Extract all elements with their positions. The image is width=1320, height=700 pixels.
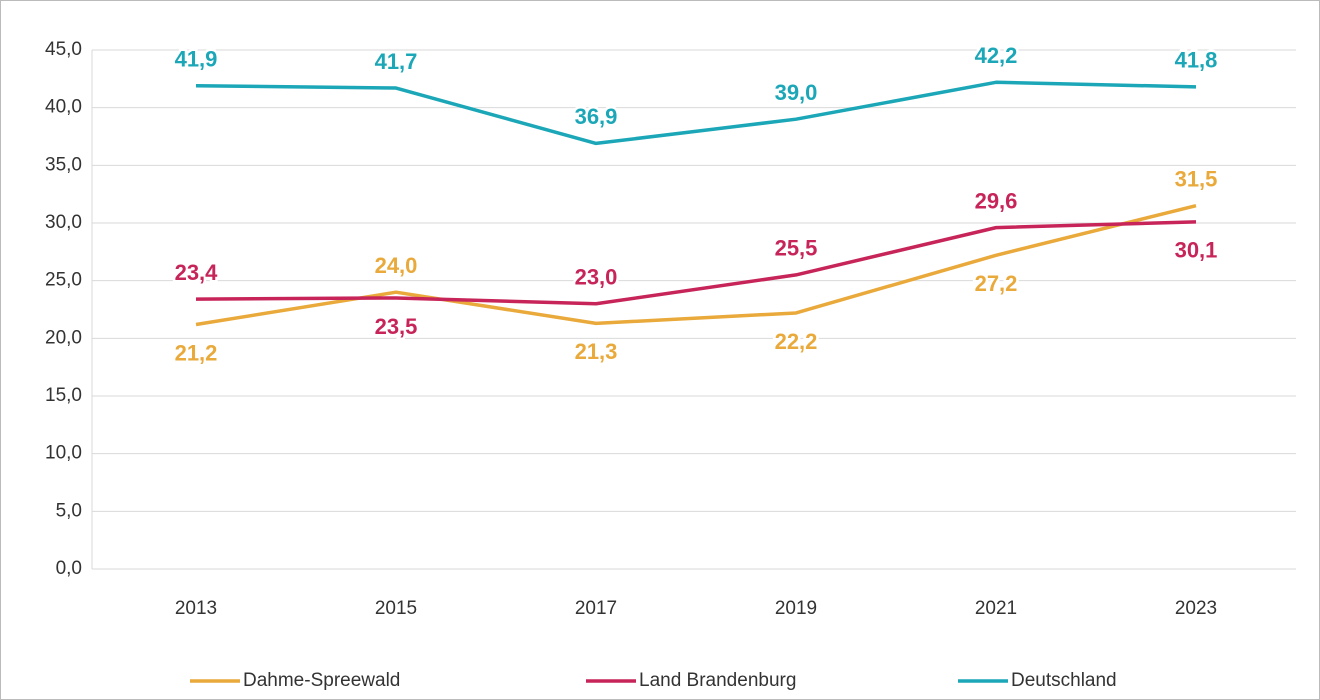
x-tick-label: 2019 — [775, 598, 817, 619]
data-label: 36,9 — [575, 104, 618, 129]
y-tick-label: 30,0 — [45, 212, 82, 233]
legend-label: Land Brandenburg — [639, 670, 796, 691]
y-tick-label: 5,0 — [56, 500, 82, 521]
data-label: 31,5 — [1175, 167, 1218, 192]
y-tick-label: 15,0 — [45, 385, 82, 406]
data-label: 23,5 — [375, 314, 418, 339]
data-label: 24,0 — [375, 253, 418, 278]
x-tick-label: 2015 — [375, 598, 417, 619]
legend-label: Dahme-Spreewald — [243, 670, 400, 691]
data-label: 39,0 — [775, 80, 818, 105]
y-tick-label: 20,0 — [45, 327, 82, 348]
series-line — [195, 80, 1197, 146]
data-label: 29,6 — [975, 188, 1018, 213]
data-label: 22,2 — [775, 329, 818, 354]
data-label: 41,7 — [375, 49, 418, 74]
x-tick-label: 2017 — [575, 598, 617, 619]
y-tick-label: 25,0 — [45, 270, 82, 291]
data-label: 30,1 — [1175, 238, 1218, 263]
data-label: 21,2 — [175, 340, 218, 365]
x-tick-label: 2013 — [175, 598, 217, 619]
data-label: 41,8 — [1175, 48, 1218, 73]
data-label: 21,3 — [575, 339, 618, 364]
data-label: 23,0 — [575, 265, 618, 290]
x-tick-label: 2023 — [1175, 598, 1217, 619]
data-label: 23,4 — [175, 260, 219, 285]
data-label: 41,9 — [175, 47, 218, 72]
x-tick-label: 2021 — [975, 598, 1017, 619]
y-tick-label: 0,0 — [56, 558, 82, 579]
series-line — [195, 220, 1197, 306]
legend-label: Deutschland — [1011, 670, 1117, 691]
data-label: 42,2 — [975, 43, 1018, 68]
y-tick-label: 35,0 — [45, 154, 82, 175]
data-label: 25,5 — [775, 236, 818, 261]
data-label: 27,2 — [975, 271, 1018, 296]
y-tick-label: 45,0 — [45, 39, 82, 60]
y-tick-label: 40,0 — [45, 97, 82, 118]
y-tick-label: 10,0 — [45, 443, 82, 464]
